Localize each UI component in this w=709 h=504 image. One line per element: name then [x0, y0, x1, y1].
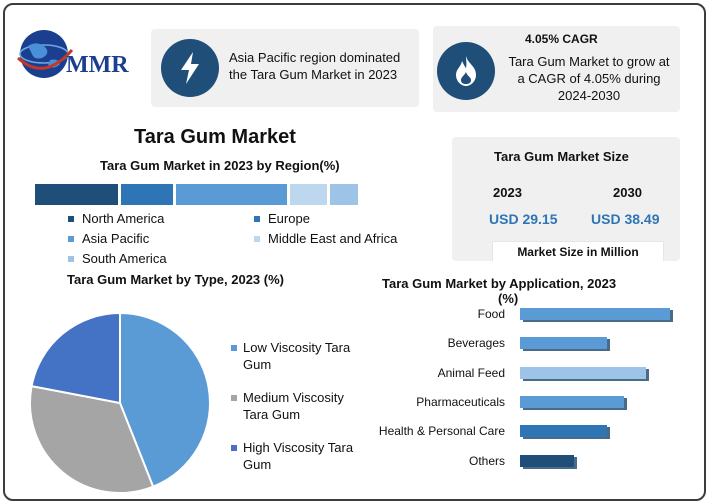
region-legend-item: Asia Pacific — [68, 231, 149, 246]
legend-label: Tara Gum — [243, 407, 301, 422]
region-legend-item: South America — [68, 251, 167, 266]
pie-slice-low-viscosity-tara-gum — [119, 311, 211, 488]
legend-swatch — [231, 445, 237, 451]
application-category-label: Beverages — [447, 336, 505, 351]
pie-slice-high-viscosity-tara-gum — [30, 311, 121, 405]
application-category-label: Pharmaceuticals — [416, 394, 505, 409]
legend-label: Low Viscosity Tara — [243, 340, 351, 355]
legend-label: Medium Viscosity — [243, 390, 344, 405]
type-legend-item: Low Viscosity Tara Gum — [231, 339, 373, 373]
application-category-label: Animal Feed — [437, 365, 505, 380]
market-size-value-2030: USD 38.49 — [591, 211, 660, 227]
legend-swatch — [231, 345, 237, 351]
legend-label: Asia Pacific — [82, 231, 150, 246]
market-size-card: Tara Gum Market Size 2023 2030 USD 29.15… — [452, 137, 680, 261]
region-card: Asia Pacific region dominated the Tara G… — [151, 29, 419, 107]
legend-swatch — [254, 215, 260, 222]
type-chart-title: Tara Gum Market by Type, 2023 (%) — [67, 272, 284, 287]
market-size-year-2023: 2023 — [493, 185, 522, 200]
region-stacked-bar — [35, 184, 358, 205]
application-chart-title: Tara Gum Market by Application, 2023 (%) — [382, 276, 617, 306]
region-bar-segment-south-america — [330, 184, 358, 205]
application-bar — [520, 308, 670, 320]
flame-icon — [437, 42, 495, 100]
market-size-value-2023: USD 29.15 — [489, 211, 558, 227]
legend-swatch — [68, 235, 74, 242]
region-bar-segment-asia-pacific — [176, 184, 288, 205]
region-legend-item: North America — [68, 211, 164, 226]
legend-label: South America — [82, 251, 167, 266]
logo: MMR — [14, 24, 144, 84]
lightning-icon — [161, 39, 219, 97]
pie-slice-medium-viscosity-tara-gum — [29, 384, 155, 494]
region-bar-segment-europe — [121, 184, 174, 205]
region-legend-item: Middle East and Africa — [254, 231, 397, 246]
legend-swatch — [231, 395, 237, 401]
legend-label: Middle East and Africa — [268, 231, 398, 246]
region-card-text: Asia Pacific region dominated the Tara G… — [229, 50, 401, 82]
globe-icon — [16, 30, 74, 78]
legend-swatch — [68, 255, 74, 262]
application-bar — [520, 454, 574, 467]
region-bar-segment-north-america — [35, 184, 119, 205]
page-title: Tara Gum Market — [134, 126, 296, 148]
cagr-card-text: Tara Gum Market to grow at a CAGR of 4.0… — [508, 54, 670, 103]
application-bar — [520, 337, 607, 350]
legend-label: Europe — [268, 211, 310, 226]
application-bar — [520, 366, 646, 379]
market-size-footer: Market Size in Million — [492, 241, 664, 261]
type-legend-item: High Viscosity Tara Gum — [231, 439, 373, 473]
region-legend-item: Europe — [254, 211, 310, 226]
legend-label: Gum — [243, 457, 272, 472]
market-size-title: Tara Gum Market Size — [494, 149, 629, 164]
application-bar — [520, 395, 624, 408]
legend-swatch — [254, 235, 260, 242]
application-category-label: Food — [477, 307, 505, 321]
application-category-label: Health & Personal Care — [378, 424, 505, 439]
cagr-card: 4.05% CAGR Tara Gum Market to grow at a … — [433, 26, 680, 112]
type-legend-item: Medium Viscosity Tara Gum — [231, 389, 373, 423]
market-size-year-2030: 2030 — [613, 185, 642, 200]
region-bar-segment-middle-east-and-africa — [290, 184, 328, 205]
application-bar — [520, 425, 607, 438]
legend-swatch — [68, 215, 74, 222]
legend-label: North America — [82, 211, 165, 226]
cagr-heading: 4.05% CAGR — [525, 32, 598, 46]
legend-label: High Viscosity Tara — [243, 440, 354, 455]
type-pie-chart — [29, 311, 211, 494]
legend-label: Gum — [243, 357, 272, 372]
logo-text: MMR — [66, 52, 129, 78]
region-chart-title: Tara Gum Market in 2023 by Region(%) — [100, 158, 340, 173]
application-category-label: Others — [468, 453, 505, 468]
